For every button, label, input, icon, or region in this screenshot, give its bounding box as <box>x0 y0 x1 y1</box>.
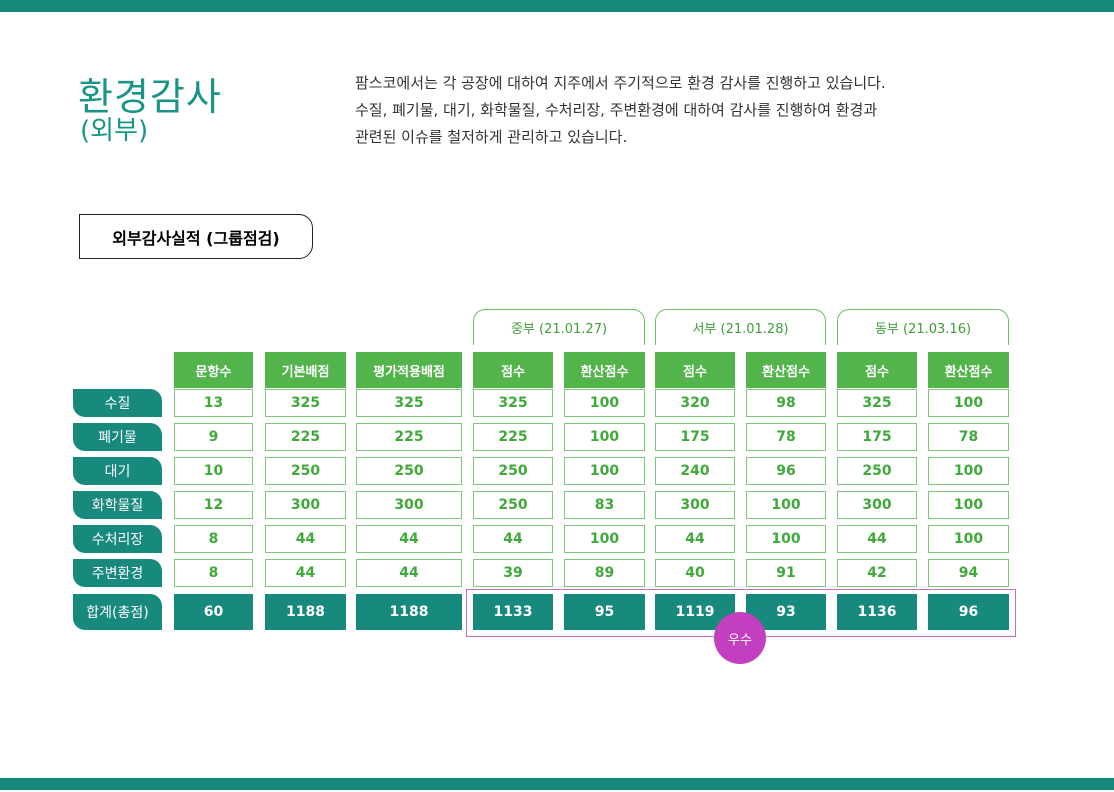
cell: 40 <box>655 559 735 587</box>
cell: 250 <box>473 457 553 485</box>
cell: 250 <box>356 457 462 485</box>
cell: 96 <box>746 457 826 485</box>
cell: 100 <box>564 423 645 451</box>
cell: 78 <box>928 423 1009 451</box>
top-bar <box>0 0 1114 12</box>
cell: 225 <box>356 423 462 451</box>
intro-line: 수질, 폐기물, 대기, 화학물질, 수처리장, 주변환경에 대하여 감사를 진… <box>355 101 878 119</box>
total-cell: 1188 <box>356 594 462 630</box>
cell: 325 <box>837 389 917 417</box>
section-label: 외부감사실적 (그룹점검) <box>79 214 313 259</box>
cell: 100 <box>928 491 1009 519</box>
cell: 250 <box>837 457 917 485</box>
cell: 320 <box>655 389 735 417</box>
cell: 12 <box>174 491 253 519</box>
row-label: 대기 <box>73 457 162 485</box>
title: 환경감사 <box>78 75 222 119</box>
cell: 175 <box>837 423 917 451</box>
row-label: 주변환경 <box>73 559 162 587</box>
column-header: 점수 <box>655 352 735 388</box>
total-label: 합계(총점) <box>73 594 162 630</box>
column-header: 점수 <box>473 352 553 388</box>
group-header: 동부 (21.03.16) <box>837 309 1009 345</box>
column-header: 문항수 <box>174 352 253 388</box>
cell: 225 <box>265 423 346 451</box>
row-label: 수질 <box>73 389 162 417</box>
group-header: 서부 (21.01.28) <box>655 309 826 345</box>
cell: 100 <box>564 457 645 485</box>
cell: 10 <box>174 457 253 485</box>
total-cell: 60 <box>174 594 253 630</box>
cell: 300 <box>356 491 462 519</box>
cell: 42 <box>837 559 917 587</box>
total-cell: 1188 <box>265 594 346 630</box>
row-label: 폐기물 <box>73 423 162 451</box>
cell: 83 <box>564 491 645 519</box>
cell: 44 <box>356 559 462 587</box>
cell: 100 <box>746 525 826 553</box>
cell: 300 <box>837 491 917 519</box>
cell: 44 <box>655 525 735 553</box>
cell: 94 <box>928 559 1009 587</box>
cell: 175 <box>655 423 735 451</box>
cell: 44 <box>356 525 462 553</box>
cell: 325 <box>265 389 346 417</box>
column-header: 환산점수 <box>746 352 826 388</box>
column-header: 환산점수 <box>564 352 645 388</box>
cell: 300 <box>655 491 735 519</box>
cell: 8 <box>174 525 253 553</box>
cell: 250 <box>473 491 553 519</box>
cell: 44 <box>473 525 553 553</box>
cell: 100 <box>564 525 645 553</box>
column-header: 환산점수 <box>928 352 1009 388</box>
column-header: 기본배점 <box>265 352 346 388</box>
cell: 325 <box>473 389 553 417</box>
total-cell: 95 <box>564 594 645 630</box>
cell: 8 <box>174 559 253 587</box>
cell: 39 <box>473 559 553 587</box>
cell: 100 <box>928 457 1009 485</box>
cell: 13 <box>174 389 253 417</box>
cell: 300 <box>265 491 346 519</box>
column-header: 점수 <box>837 352 917 388</box>
cell: 100 <box>928 389 1009 417</box>
intro-line: 팜스코에서는 각 공장에 대하여 지주에서 주기적으로 환경 감사를 진행하고 … <box>355 74 886 92</box>
cell: 240 <box>655 457 735 485</box>
cell: 325 <box>356 389 462 417</box>
total-cell: 1133 <box>473 594 553 630</box>
subtitle: (외부) <box>80 116 149 146</box>
cell: 91 <box>746 559 826 587</box>
row-label: 수처리장 <box>73 525 162 553</box>
cell: 98 <box>746 389 826 417</box>
cell: 44 <box>265 525 346 553</box>
column-header: 평가적용배점 <box>356 352 462 388</box>
total-cell: 1119 <box>655 594 735 630</box>
row-label: 화학물질 <box>73 491 162 519</box>
total-cell: 1136 <box>837 594 917 630</box>
bottom-bar <box>0 778 1114 790</box>
total-cell: 96 <box>928 594 1009 630</box>
intro-line: 관련된 이슈를 철저하게 관리하고 있습니다. <box>355 128 628 146</box>
cell: 225 <box>473 423 553 451</box>
cell: 44 <box>265 559 346 587</box>
cell: 100 <box>928 525 1009 553</box>
cell: 89 <box>564 559 645 587</box>
cell: 100 <box>746 491 826 519</box>
cell: 78 <box>746 423 826 451</box>
cell: 100 <box>564 389 645 417</box>
group-header: 중부 (21.01.27) <box>473 309 645 345</box>
cell: 9 <box>174 423 253 451</box>
badge: 우수 <box>714 612 766 664</box>
cell: 44 <box>837 525 917 553</box>
cell: 250 <box>265 457 346 485</box>
